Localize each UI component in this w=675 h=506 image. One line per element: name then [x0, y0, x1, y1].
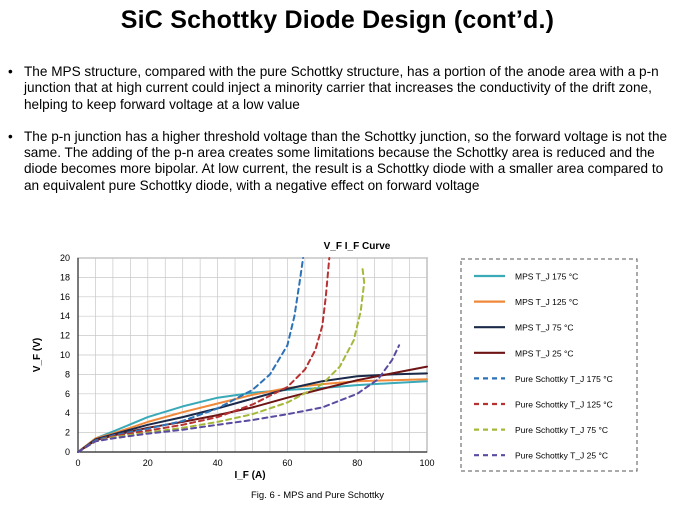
bullet-list: • The MPS structure, compared with the p…	[8, 64, 668, 210]
y-tick-label: 2	[65, 428, 70, 438]
y-tick-label: 18	[60, 272, 70, 282]
chart-grid	[77, 257, 428, 453]
legend-label: MPS T_J 175 °C	[515, 272, 578, 282]
bullet-item: • The p-n junction has a higher threshol…	[8, 129, 668, 194]
y-tick-label: 14	[60, 311, 70, 321]
chart-title: V_F I_F Curve	[324, 241, 391, 252]
bullet-dot: •	[8, 128, 13, 144]
chart-series	[77, 257, 428, 453]
series-line-0	[77, 380, 428, 453]
chart-x-axis-label: I_F (A)	[234, 470, 265, 481]
slide-title: SiC Schottky Diode Design (cont’d.)	[120, 6, 555, 34]
x-tick-label: 20	[143, 458, 153, 468]
legend-label: Pure Schottky T_J 125 °C	[515, 400, 613, 410]
y-tick-label: 8	[65, 369, 70, 379]
legend-label: MPS T_J 125 °C	[515, 297, 578, 307]
chart-legend: MPS T_J 175 °C MPS T_J 125 °C MPS T_J 75 °…	[460, 258, 638, 472]
chart-axes: 0 20 40 60 80 100 0 2 4 6 8 10 12 14 16 18 20	[60, 253, 435, 468]
bullet-item: • The MPS structure, compared with the p…	[8, 64, 668, 113]
bullet-text-mps-structure: The MPS structure, compared with the pur…	[24, 64, 659, 112]
x-tick-label: 60	[282, 458, 292, 468]
series-line-7	[77, 344, 401, 453]
legend-label: Pure Schottky T_J 175 °C	[515, 374, 613, 384]
bullet-dot: •	[8, 64, 13, 79]
legend-label: MPS T_J 75 °C	[515, 323, 574, 333]
legend-frame	[460, 258, 638, 472]
series-line-6	[77, 266, 366, 453]
legend-label: Pure Schottky T_J 75 °C	[515, 425, 608, 435]
legend-label: Pure Schottky T_J 25 °C	[515, 451, 608, 461]
y-tick-label: 12	[60, 331, 70, 341]
x-tick-label: 40	[213, 458, 223, 468]
bullet-text-pn-junction: The p-n junction has a higher threshold …	[24, 128, 668, 193]
y-tick-label: 20	[60, 253, 70, 263]
x-tick-label: 100	[419, 458, 434, 468]
y-tick-label: 4	[65, 408, 70, 418]
x-tick-label: 0	[75, 458, 80, 468]
y-tick-label: 16	[60, 292, 70, 302]
x-tick-label: 80	[352, 458, 362, 468]
y-tick-label: 6	[65, 389, 70, 399]
y-tick-label: 10	[60, 350, 70, 360]
figure-caption: Fig. 6 - MPS and Pure Schottky	[251, 490, 384, 501]
chart-y-axis-label: V_F (V)	[32, 338, 43, 372]
legend-label: MPS T_J 25 °C	[515, 348, 574, 358]
y-tick-label: 0	[65, 447, 70, 457]
